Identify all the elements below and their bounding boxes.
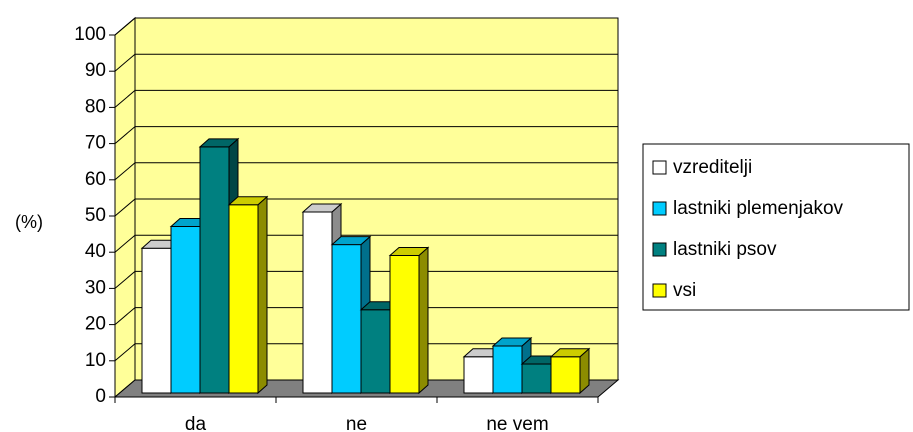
legend-swatch xyxy=(652,201,667,216)
bar-front xyxy=(228,204,259,394)
y-tick-label: 50 xyxy=(85,205,106,226)
gridline xyxy=(114,198,618,217)
bar-top xyxy=(388,246,430,256)
bar-front xyxy=(389,254,420,394)
gridline xyxy=(114,343,618,362)
gridline xyxy=(114,234,618,253)
y-tick-label: 80 xyxy=(85,96,106,117)
y-tick-label: 70 xyxy=(85,133,106,154)
bar-front xyxy=(492,345,523,394)
legend-swatch xyxy=(652,242,667,257)
bar-front xyxy=(360,309,391,394)
bar xyxy=(388,246,430,395)
bars xyxy=(140,137,591,395)
gridline xyxy=(114,89,618,108)
bar-front xyxy=(463,356,494,394)
x-tick-label: da xyxy=(185,414,207,432)
bar xyxy=(227,195,269,395)
y-axis-label: (%) xyxy=(15,212,43,232)
y-tick-label: 100 xyxy=(74,24,106,45)
bar-front xyxy=(141,247,172,394)
bar-front xyxy=(550,356,581,394)
x-tick-label: ne xyxy=(346,414,367,432)
bar xyxy=(549,347,591,395)
bar-side xyxy=(418,246,429,395)
bar-front xyxy=(199,146,230,394)
bar-top xyxy=(549,348,591,358)
legend-label: vzreditelji xyxy=(673,157,752,178)
legend: vzreditelji lastniki plemenjakov lastniki … xyxy=(642,143,910,311)
bar-front xyxy=(331,244,362,394)
legend-label: lastniki plemenjakov xyxy=(673,198,844,219)
gridline xyxy=(114,307,618,325)
bar-top xyxy=(491,337,533,347)
legend-swatch xyxy=(652,160,667,175)
gridline xyxy=(114,270,618,289)
tick-labels: 0 10 20 30 40 50 60 70 80 90 100 da ne ne vem xyxy=(74,24,548,432)
legend-swatch xyxy=(652,283,667,298)
legend-label: vsi xyxy=(673,280,696,301)
gridline xyxy=(114,17,618,36)
bar-side xyxy=(257,195,268,395)
bar-top xyxy=(301,203,343,213)
bar-top xyxy=(198,138,240,148)
y-tick-label: 30 xyxy=(85,277,106,298)
y-tick-label: 10 xyxy=(85,350,106,371)
gridline xyxy=(114,126,618,144)
legend-label: lastniki psov xyxy=(673,239,777,260)
bar-top xyxy=(227,196,269,206)
bar-front xyxy=(302,211,333,394)
y-tick-label: 90 xyxy=(85,60,106,81)
y-tick-label: 40 xyxy=(85,241,106,262)
y-tick-label: 60 xyxy=(85,169,106,190)
gridline xyxy=(114,53,618,72)
y-tick-label: 0 xyxy=(95,386,106,407)
bar-front xyxy=(170,225,201,394)
x-tick-label: ne vem xyxy=(486,414,548,432)
gridline xyxy=(114,162,618,181)
axes xyxy=(109,34,599,403)
bar-front xyxy=(521,363,552,394)
gridlines xyxy=(114,17,618,362)
y-tick-label: 20 xyxy=(85,314,106,335)
bar-top xyxy=(330,236,372,246)
legend-box xyxy=(642,143,910,311)
